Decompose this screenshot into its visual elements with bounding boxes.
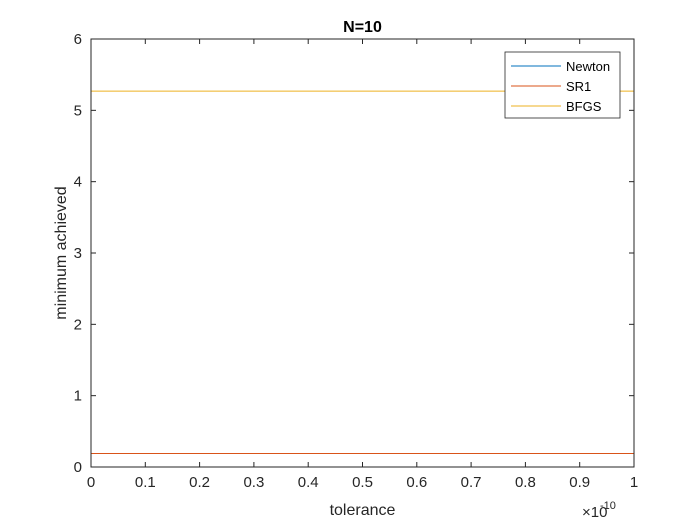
y-tick-label: 3 xyxy=(74,245,82,262)
x-exponent: ×10 -10 xyxy=(582,500,616,521)
x-tick-label: 0.5 xyxy=(352,474,373,491)
x-exponent-base: ×10 xyxy=(582,504,607,521)
legend-label-bfgs: BFGS xyxy=(566,99,602,114)
x-tick-label: 0.3 xyxy=(243,474,264,491)
x-tick-label: 0.8 xyxy=(515,474,536,491)
y-tick-label: 1 xyxy=(74,388,82,405)
x-tick-label: 0.4 xyxy=(298,474,319,491)
legend-box xyxy=(504,51,621,119)
axes-box xyxy=(90,38,635,468)
y-tick-label: 2 xyxy=(74,316,82,333)
y-axis-label: minimum achieved xyxy=(53,186,70,319)
y-tick-label: 4 xyxy=(74,174,82,191)
x-tick-label: 1 xyxy=(630,474,638,491)
y-tick-label: 6 xyxy=(74,31,82,48)
legend: Newton SR1 BFGS xyxy=(504,51,621,119)
x-axis-label: tolerance xyxy=(330,502,396,519)
x-tick-label: 0.7 xyxy=(461,474,482,491)
ticks-layer: 0 0.1 0.2 0.3 0.4 0.5 0.6 0.7 0.8 0.9 1 0 1 2 3 4 5 6 xyxy=(74,31,639,491)
legend-label-sr1: SR1 xyxy=(566,79,591,94)
x-tick-label: 0.2 xyxy=(189,474,210,491)
y-tick-label: 5 xyxy=(74,102,82,119)
x-tick-label: 0.6 xyxy=(406,474,427,491)
legend-entries: Newton SR1 BFGS xyxy=(511,59,610,114)
y-tick-label: 0 xyxy=(74,459,82,476)
x-tick-label: 0.9 xyxy=(569,474,590,491)
x-tick-label: 0.1 xyxy=(135,474,156,491)
x-exponent-power: -10 xyxy=(600,500,616,512)
chart-title: N=10 xyxy=(343,19,382,36)
legend-label-newton: Newton xyxy=(566,59,610,74)
x-tick-label: 0 xyxy=(87,474,95,491)
